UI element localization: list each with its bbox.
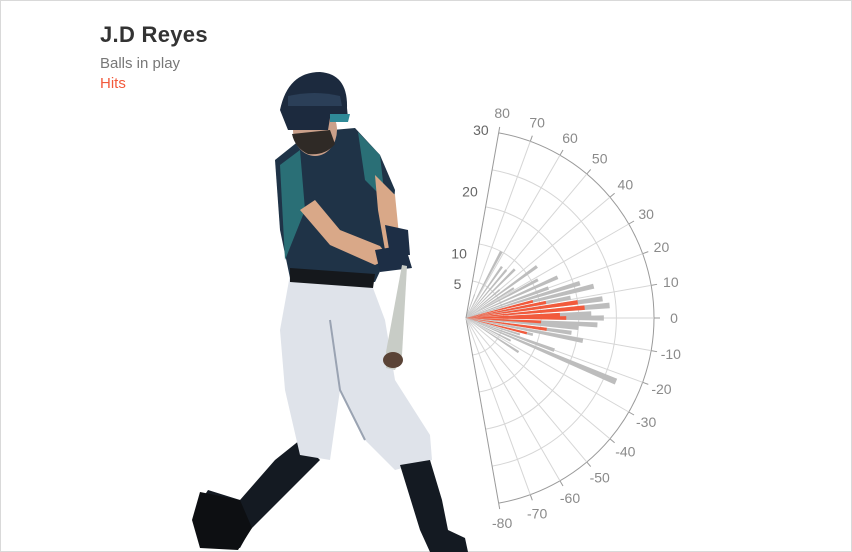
grid-spoke [465, 317, 611, 440]
ball-bar[interactable] [466, 250, 503, 318]
hit-bar[interactable] [466, 300, 578, 318]
ball-bar[interactable] [466, 289, 501, 318]
angle-tick-label: 80 [494, 105, 510, 121]
radial-tick-label: 20 [462, 184, 478, 200]
angle-tick [609, 438, 615, 444]
ball-bar[interactable] [466, 275, 559, 318]
grid-spoke [465, 317, 588, 463]
angle-tick-label: -80 [492, 515, 512, 531]
hit-bar[interactable] [466, 316, 567, 320]
hit-bar[interactable] [466, 300, 547, 318]
hit-bar[interactable] [466, 305, 585, 318]
angle-tick-label: 0 [670, 310, 678, 326]
ball-bar[interactable] [466, 294, 476, 318]
angle-tick [586, 461, 592, 467]
angle-tick-label: -60 [560, 490, 580, 506]
angle-tick-label: -20 [651, 381, 671, 397]
angle-tick [559, 480, 564, 487]
chart-header: J.D Reyes Balls in play Hits [100, 22, 208, 94]
grid-spoke [465, 317, 531, 495]
hit-bar[interactable] [466, 318, 528, 335]
angle-tick [529, 135, 533, 142]
grid-spoke [465, 317, 500, 504]
hit-bar[interactable] [466, 318, 542, 324]
radial-tick-label: 5 [454, 276, 462, 292]
angle-tick-label: -50 [590, 469, 610, 485]
angle-tick-label: -70 [527, 505, 547, 521]
angle-tick [628, 220, 635, 225]
ball-bar[interactable] [466, 318, 520, 354]
angle-tick-label: 20 [654, 239, 670, 255]
ball-bar[interactable] [466, 265, 538, 318]
angle-tick-label: 40 [618, 176, 634, 192]
ball-bar[interactable] [466, 278, 539, 318]
ball-bar[interactable] [466, 318, 521, 336]
ball-bar[interactable] [466, 287, 515, 318]
angle-tick-label: -30 [636, 414, 656, 430]
angle-tick [498, 503, 501, 510]
radial-tick-label: 10 [451, 245, 467, 261]
angle-tick [529, 494, 533, 501]
angle-tick-label: 60 [562, 130, 578, 146]
legend-hits[interactable]: Hits [100, 75, 126, 92]
ball-bar[interactable] [466, 318, 579, 330]
grid-spoke [465, 317, 561, 482]
grid-spoke [465, 141, 531, 319]
grid-spoke [465, 132, 500, 319]
hit-bar[interactable] [466, 300, 534, 318]
angle-tick-label: -10 [661, 346, 681, 362]
radial-axis-labels: 5 10 20 30 [451, 122, 489, 292]
angle-tick [651, 283, 658, 286]
batter-image [192, 72, 468, 552]
hit-bar[interactable] [466, 318, 547, 331]
angle-tick [498, 126, 501, 133]
angle-tick [651, 350, 658, 353]
angle-tick-label: 70 [529, 115, 545, 131]
angle-tick [642, 381, 649, 385]
ball-bar[interactable] [466, 286, 550, 318]
angle-tick [559, 149, 564, 156]
legend-balls-in-play[interactable]: Balls in play [100, 55, 181, 72]
angle-tick [609, 192, 615, 198]
angle-tick-label: 50 [592, 151, 608, 167]
grid-spoke [465, 317, 630, 413]
series-hits [466, 300, 585, 335]
angle-tick-label: -40 [615, 444, 635, 460]
ball-bar[interactable] [466, 265, 503, 318]
ball-bar[interactable] [466, 281, 581, 318]
series-balls-in-play [466, 250, 618, 385]
grid-spoke [465, 154, 561, 319]
ball-bar[interactable] [466, 269, 508, 318]
angle-tick [628, 411, 635, 416]
ball-bar[interactable] [466, 318, 512, 342]
angle-tick [586, 169, 592, 175]
batter-silhouette [192, 72, 468, 552]
angle-tick-label: 10 [663, 274, 679, 290]
grid-spoke [465, 223, 630, 319]
angle-tick [642, 251, 649, 255]
ball-bar[interactable] [466, 318, 584, 343]
ball-bar[interactable] [466, 268, 516, 318]
player-name: J.D Reyes [100, 22, 208, 47]
radial-tick-label: 30 [473, 122, 489, 138]
angle-tick-label: 30 [638, 206, 654, 222]
ball-bar[interactable] [466, 318, 618, 385]
ball-bar[interactable] [466, 318, 555, 352]
